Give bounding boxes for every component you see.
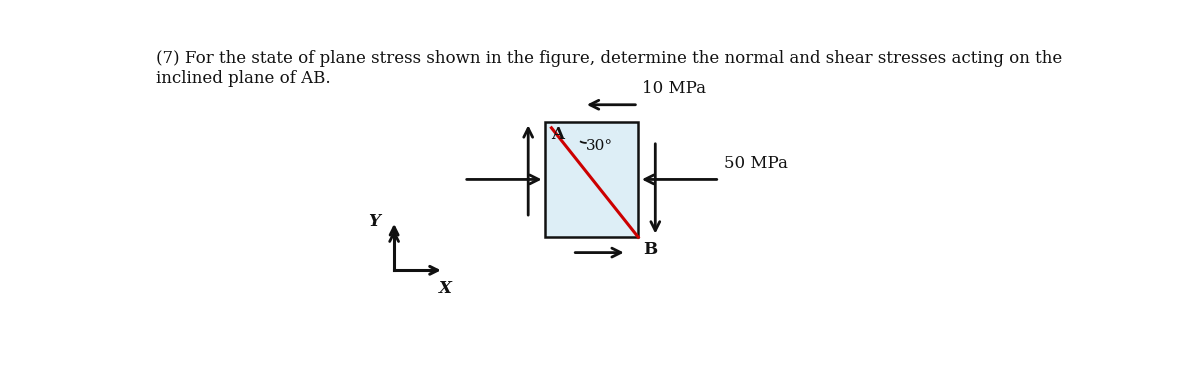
Text: X: X — [439, 280, 451, 296]
Text: A: A — [552, 126, 564, 142]
Text: Y: Y — [368, 213, 380, 229]
Bar — [545, 122, 638, 237]
Text: 10 MPa: 10 MPa — [642, 80, 706, 97]
Text: 30°: 30° — [587, 139, 613, 153]
Text: 50 MPa: 50 MPa — [724, 155, 787, 172]
Text: B: B — [643, 241, 658, 258]
Text: (7) For the state of plane stress shown in the figure, determine the normal and : (7) For the state of plane stress shown … — [156, 50, 1062, 87]
